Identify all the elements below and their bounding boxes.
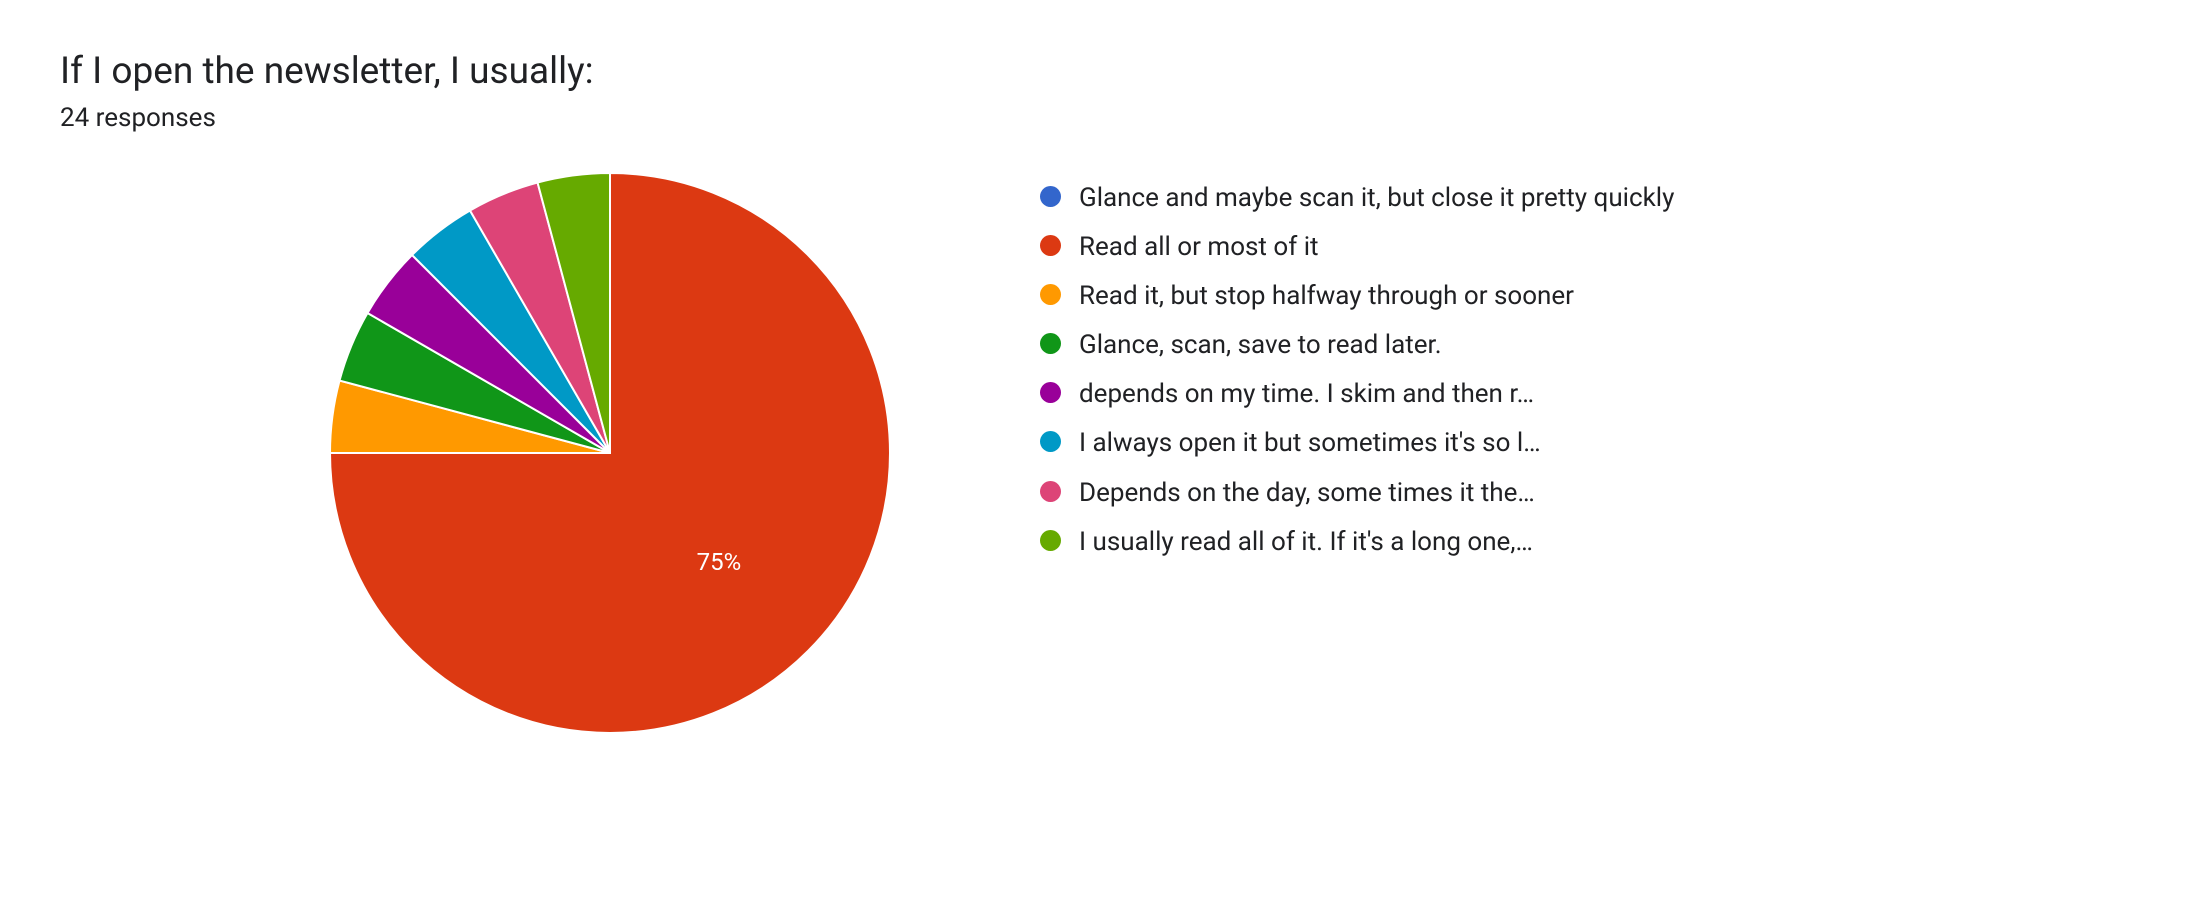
- legend-marker: [1040, 333, 1061, 354]
- legend-item[interactable]: I usually read all of it. If it's a long…: [1040, 525, 1800, 560]
- legend-marker: [1040, 235, 1061, 256]
- legend-item[interactable]: depends on my time. I skim and then r…: [1040, 377, 1800, 412]
- legend-label: depends on my time. I skim and then r…: [1079, 377, 1534, 412]
- legend-item[interactable]: Glance and maybe scan it, but close it p…: [1040, 181, 1800, 216]
- legend-item[interactable]: Read all or most of it: [1040, 230, 1800, 265]
- legend-label: Read all or most of it: [1079, 230, 1319, 265]
- legend-label: Glance and maybe scan it, but close it p…: [1079, 181, 1674, 216]
- chart-title: If I open the newsletter, I usually:: [60, 50, 2136, 93]
- legend-marker: [1040, 530, 1061, 551]
- legend-marker: [1040, 382, 1061, 403]
- legend-marker: [1040, 431, 1061, 452]
- legend-marker: [1040, 481, 1061, 502]
- legend-label: I usually read all of it. If it's a long…: [1079, 525, 1533, 560]
- legend-label: Glance, scan, save to read later.: [1079, 328, 1442, 363]
- legend-item[interactable]: Read it, but stop halfway through or soo…: [1040, 279, 1800, 314]
- legend-item[interactable]: I always open it but sometimes it's so l…: [1040, 426, 1800, 461]
- chart-card: If I open the newsletter, I usually: 24 …: [0, 0, 2196, 773]
- pie-chart: 75%: [330, 173, 890, 733]
- chart-row: 75% Glance and maybe scan it, but close …: [60, 173, 2136, 733]
- legend-label: I always open it but sometimes it's so l…: [1079, 426, 1541, 461]
- legend-marker: [1040, 186, 1061, 207]
- legend-item[interactable]: Depends on the day, some times it the…: [1040, 476, 1800, 511]
- responses-count: 24 responses: [60, 103, 2136, 133]
- legend-item[interactable]: Glance, scan, save to read later.: [1040, 328, 1800, 363]
- legend-marker: [1040, 284, 1061, 305]
- legend: Glance and maybe scan it, but close it p…: [1040, 181, 1800, 574]
- legend-label: Depends on the day, some times it the…: [1079, 476, 1535, 511]
- pie-svg: [330, 173, 890, 733]
- legend-label: Read it, but stop halfway through or soo…: [1079, 279, 1574, 314]
